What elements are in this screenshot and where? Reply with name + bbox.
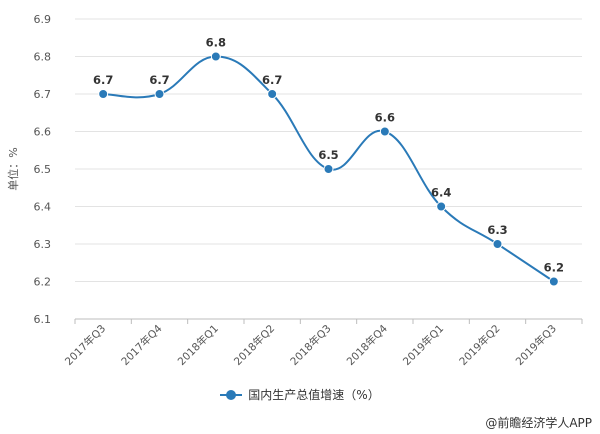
x-axis-ticks: 2017年Q3 2017年Q4 2018年Q1 2018年Q2 2018年Q3 2018年… (62, 322, 559, 368)
data-label: 6.6 (375, 111, 395, 125)
data-labels: 6.7 6.7 6.8 6.7 6.5 6.6 6.4 6.3 6.2 (93, 36, 564, 275)
x-tick-label: 2018年Q1 (175, 322, 221, 368)
data-label: 6.7 (262, 73, 282, 87)
data-label: 6.4 (431, 186, 451, 200)
data-point (323, 164, 334, 174)
x-tick-label: 2018年Q3 (288, 322, 334, 368)
data-point (210, 51, 221, 62)
y-tick-label: 6.2 (34, 276, 52, 289)
data-label: 6.5 (318, 148, 338, 162)
data-label: 6.2 (544, 261, 564, 275)
x-tick-label: 2019年Q3 (513, 322, 559, 368)
x-tick-label: 2018年Q2 (231, 322, 277, 368)
y-tick-label: 6.9 (34, 13, 52, 26)
data-point (154, 89, 165, 99)
y-axis-label: 单位：% (6, 147, 20, 190)
x-tick-label: 2017年Q4 (119, 322, 165, 368)
series-layer (98, 51, 559, 287)
data-point (436, 201, 447, 212)
data-point (548, 276, 559, 287)
x-tick-label: 2017年Q3 (62, 322, 108, 368)
x-tick-label: 2018年Q4 (344, 322, 390, 368)
y-tick-label: 6.6 (34, 126, 52, 139)
y-tick-label: 6.4 (34, 201, 52, 214)
y-tick-label: 6.3 (34, 238, 52, 251)
y-axis-ticks: 6.1 6.2 6.3 6.4 6.5 6.6 6.7 6.8 6.9 (34, 13, 52, 326)
data-point (267, 89, 278, 99)
y-tick-label: 6.5 (34, 163, 52, 176)
data-point (492, 239, 503, 249)
data-point (379, 126, 390, 137)
data-label: 6.8 (206, 36, 226, 50)
y-tick-label: 6.1 (34, 313, 52, 326)
data-point (98, 89, 109, 99)
legend-marker (220, 389, 243, 400)
y-tick-label: 6.8 (34, 51, 52, 64)
x-tick-label: 2019年Q1 (400, 322, 446, 368)
data-label: 6.3 (487, 223, 507, 237)
data-label: 6.7 (149, 73, 169, 87)
x-tick-label: 2019年Q2 (457, 322, 503, 368)
legend: 国内生产总值增速（%） (0, 386, 600, 403)
y-tick-label: 6.7 (34, 88, 52, 101)
source-credit: @前瞻经济学人APP (485, 416, 592, 430)
data-label: 6.7 (93, 73, 113, 87)
legend-label: 国内生产总值增速（%） (248, 388, 380, 402)
